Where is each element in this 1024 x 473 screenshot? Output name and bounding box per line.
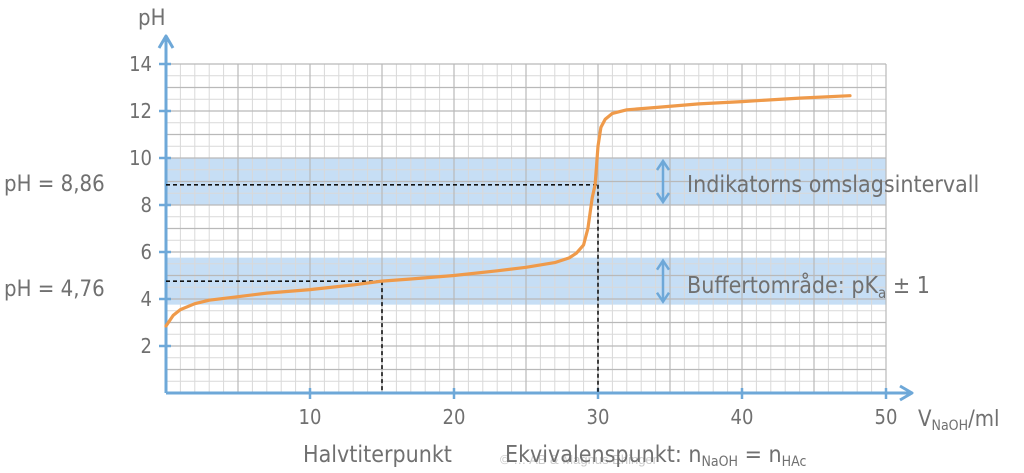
y-axis-arrowhead <box>157 34 175 49</box>
buffer-region-label: Buffertområde: pKa ± 1 <box>687 271 930 302</box>
band-arrow-top-0 <box>655 158 671 171</box>
y-tick-label-6: 6 <box>141 240 152 264</box>
y-tick-label-2: 2 <box>141 334 152 358</box>
x-axis-label: VNaOH/ml <box>918 407 1000 434</box>
x-axis-label-main: V <box>918 407 932 432</box>
equivalence-n2-sub: HAc <box>782 454 807 470</box>
y-tick-label-8: 8 <box>141 193 152 217</box>
grid-layer <box>166 63 887 393</box>
x-tick-label-10: 10 <box>299 405 322 429</box>
marker-lines-layer <box>166 183 599 393</box>
equivalence-text: Ekvivalenspunkt: <box>505 442 688 468</box>
buffer-label-suffix: ± 1 <box>886 273 930 299</box>
y-tick-label-4: 4 <box>141 287 152 311</box>
watermark: © … AB & Magnus Ehinger <box>500 452 658 467</box>
tick-labels-layer: 2 4 6 8 10 12 14 10 20 30 40 50 <box>129 52 897 429</box>
marker-label-ph-476: pH = 4,76 <box>4 277 105 302</box>
equivalence-label: Ekvivalenspunkt: nNaOH = nHAc <box>505 442 806 470</box>
buffer-label-text: Buffertområde: pK <box>687 271 878 299</box>
y-tick-label-10: 10 <box>129 146 152 170</box>
equivalence-n2: n <box>769 442 782 468</box>
x-axis-arrowhead <box>899 384 914 402</box>
half-titration-label: Halvtiterpunkt <box>303 442 452 468</box>
y-axis-label: pH <box>138 6 165 31</box>
y-tick-label-14: 14 <box>129 52 152 76</box>
band-arrow-bottom-0 <box>655 192 671 205</box>
equivalence-n1: n <box>688 442 701 468</box>
band-arrow-top-1 <box>655 258 671 271</box>
band-arrow-bottom-1 <box>655 291 671 304</box>
equivalence-n1-sub: NaOH <box>702 454 739 470</box>
curve-layer <box>164 94 852 328</box>
x-tick-label-40: 40 <box>731 405 754 429</box>
y-tick-label-12: 12 <box>129 99 152 123</box>
x-axis-label-unit: /ml <box>968 407 999 432</box>
x-tick-label-50: 50 <box>875 405 898 429</box>
marker-label-ph-886: pH = 8,86 <box>4 172 105 197</box>
x-tick-label-20: 20 <box>443 405 466 429</box>
titration-curve <box>164 94 852 328</box>
axes-layer <box>157 34 914 402</box>
buffer-label-sub: a <box>878 284 886 302</box>
band-arrows-layer <box>655 158 671 304</box>
x-tick-label-30: 30 <box>587 405 610 429</box>
indicator-interval-label: Indikatorns omslagsintervall <box>687 172 979 198</box>
equivalence-eq: = <box>738 442 768 468</box>
x-axis-label-sub: NaOH <box>932 418 969 434</box>
